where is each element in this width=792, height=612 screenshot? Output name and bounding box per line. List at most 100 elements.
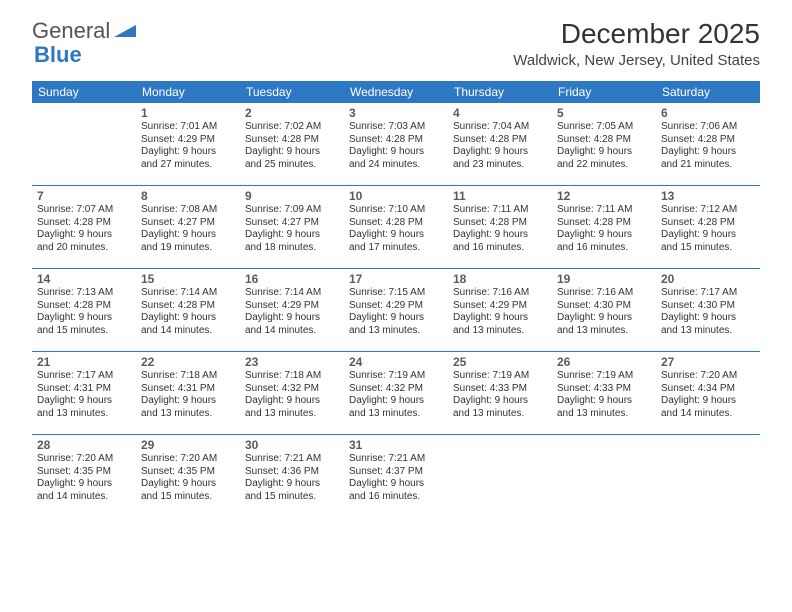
day-cell <box>32 103 136 185</box>
sunrise-text: Sunrise: 7:20 AM <box>141 453 235 466</box>
sunset-text: Sunset: 4:29 PM <box>453 300 547 313</box>
sunrise-text: Sunrise: 7:17 AM <box>37 370 131 383</box>
day-cell: 8Sunrise: 7:08 AMSunset: 4:27 PMDaylight… <box>136 186 240 268</box>
sunset-text: Sunset: 4:36 PM <box>245 466 339 479</box>
sunrise-text: Sunrise: 7:21 AM <box>349 453 443 466</box>
sunset-text: Sunset: 4:33 PM <box>557 383 651 396</box>
day-number: 13 <box>661 189 755 203</box>
sunrise-text: Sunrise: 7:06 AM <box>661 121 755 134</box>
day-cell: 13Sunrise: 7:12 AMSunset: 4:28 PMDayligh… <box>656 186 760 268</box>
day-number: 12 <box>557 189 651 203</box>
day-number: 28 <box>37 438 131 452</box>
daylight-text: Daylight: 9 hours and 27 minutes. <box>141 146 235 171</box>
sunset-text: Sunset: 4:30 PM <box>557 300 651 313</box>
day-header: Friday <box>552 81 656 103</box>
sunset-text: Sunset: 4:29 PM <box>141 134 235 147</box>
week-row: 7Sunrise: 7:07 AMSunset: 4:28 PMDaylight… <box>32 186 760 269</box>
header: General December 2025 Waldwick, New Jers… <box>0 0 792 73</box>
daylight-text: Daylight: 9 hours and 17 minutes. <box>349 229 443 254</box>
sunrise-text: Sunrise: 7:14 AM <box>141 287 235 300</box>
title-block: December 2025 Waldwick, New Jersey, Unit… <box>513 18 760 69</box>
day-number: 31 <box>349 438 443 452</box>
day-cell: 20Sunrise: 7:17 AMSunset: 4:30 PMDayligh… <box>656 269 760 351</box>
day-number: 29 <box>141 438 235 452</box>
day-cell: 24Sunrise: 7:19 AMSunset: 4:32 PMDayligh… <box>344 352 448 434</box>
daylight-text: Daylight: 9 hours and 14 minutes. <box>661 395 755 420</box>
day-header: Saturday <box>656 81 760 103</box>
day-cell: 17Sunrise: 7:15 AMSunset: 4:29 PMDayligh… <box>344 269 448 351</box>
day-cell: 22Sunrise: 7:18 AMSunset: 4:31 PMDayligh… <box>136 352 240 434</box>
logo-text-2: Blue <box>34 42 82 67</box>
day-number: 4 <box>453 106 547 120</box>
daylight-text: Daylight: 9 hours and 13 minutes. <box>349 395 443 420</box>
sunrise-text: Sunrise: 7:07 AM <box>37 204 131 217</box>
sunset-text: Sunset: 4:30 PM <box>661 300 755 313</box>
day-number: 24 <box>349 355 443 369</box>
daylight-text: Daylight: 9 hours and 20 minutes. <box>37 229 131 254</box>
day-number: 26 <box>557 355 651 369</box>
sunset-text: Sunset: 4:35 PM <box>141 466 235 479</box>
daylight-text: Daylight: 9 hours and 14 minutes. <box>37 478 131 503</box>
sunrise-text: Sunrise: 7:18 AM <box>141 370 235 383</box>
day-cell: 18Sunrise: 7:16 AMSunset: 4:29 PMDayligh… <box>448 269 552 351</box>
sunrise-text: Sunrise: 7:03 AM <box>349 121 443 134</box>
daylight-text: Daylight: 9 hours and 13 minutes. <box>141 395 235 420</box>
day-cell: 23Sunrise: 7:18 AMSunset: 4:32 PMDayligh… <box>240 352 344 434</box>
day-number: 20 <box>661 272 755 286</box>
sunrise-text: Sunrise: 7:01 AM <box>141 121 235 134</box>
sunset-text: Sunset: 4:28 PM <box>557 134 651 147</box>
sunrise-text: Sunrise: 7:19 AM <box>557 370 651 383</box>
day-number: 1 <box>141 106 235 120</box>
sunrise-text: Sunrise: 7:13 AM <box>37 287 131 300</box>
sunrise-text: Sunrise: 7:17 AM <box>661 287 755 300</box>
sunrise-text: Sunrise: 7:16 AM <box>453 287 547 300</box>
day-number: 3 <box>349 106 443 120</box>
sunset-text: Sunset: 4:28 PM <box>141 300 235 313</box>
sunrise-text: Sunrise: 7:16 AM <box>557 287 651 300</box>
day-number: 16 <box>245 272 339 286</box>
day-cell: 26Sunrise: 7:19 AMSunset: 4:33 PMDayligh… <box>552 352 656 434</box>
day-cell <box>448 435 552 517</box>
daylight-text: Daylight: 9 hours and 21 minutes. <box>661 146 755 171</box>
day-header: Monday <box>136 81 240 103</box>
day-number: 21 <box>37 355 131 369</box>
sunset-text: Sunset: 4:28 PM <box>349 217 443 230</box>
sunrise-text: Sunrise: 7:18 AM <box>245 370 339 383</box>
sunset-text: Sunset: 4:28 PM <box>557 217 651 230</box>
day-cell <box>552 435 656 517</box>
sunset-text: Sunset: 4:28 PM <box>453 217 547 230</box>
daylight-text: Daylight: 9 hours and 25 minutes. <box>245 146 339 171</box>
sunset-text: Sunset: 4:28 PM <box>37 300 131 313</box>
sunset-text: Sunset: 4:32 PM <box>245 383 339 396</box>
day-number: 15 <box>141 272 235 286</box>
day-cell: 12Sunrise: 7:11 AMSunset: 4:28 PMDayligh… <box>552 186 656 268</box>
day-cell: 10Sunrise: 7:10 AMSunset: 4:28 PMDayligh… <box>344 186 448 268</box>
daylight-text: Daylight: 9 hours and 14 minutes. <box>245 312 339 337</box>
day-number: 14 <box>37 272 131 286</box>
day-cell: 21Sunrise: 7:17 AMSunset: 4:31 PMDayligh… <box>32 352 136 434</box>
logo: General <box>32 18 138 44</box>
day-cell: 28Sunrise: 7:20 AMSunset: 4:35 PMDayligh… <box>32 435 136 517</box>
day-header: Wednesday <box>344 81 448 103</box>
day-cell: 7Sunrise: 7:07 AMSunset: 4:28 PMDaylight… <box>32 186 136 268</box>
day-number: 6 <box>661 106 755 120</box>
day-cell: 14Sunrise: 7:13 AMSunset: 4:28 PMDayligh… <box>32 269 136 351</box>
sunrise-text: Sunrise: 7:19 AM <box>349 370 443 383</box>
day-cell: 1Sunrise: 7:01 AMSunset: 4:29 PMDaylight… <box>136 103 240 185</box>
daylight-text: Daylight: 9 hours and 18 minutes. <box>245 229 339 254</box>
daylight-text: Daylight: 9 hours and 15 minutes. <box>661 229 755 254</box>
day-number: 7 <box>37 189 131 203</box>
day-cell: 5Sunrise: 7:05 AMSunset: 4:28 PMDaylight… <box>552 103 656 185</box>
day-cell: 4Sunrise: 7:04 AMSunset: 4:28 PMDaylight… <box>448 103 552 185</box>
sunset-text: Sunset: 4:27 PM <box>141 217 235 230</box>
triangle-icon <box>114 21 136 42</box>
daylight-text: Daylight: 9 hours and 22 minutes. <box>557 146 651 171</box>
day-number: 19 <box>557 272 651 286</box>
day-header-row: SundayMondayTuesdayWednesdayThursdayFrid… <box>32 81 760 103</box>
location: Waldwick, New Jersey, United States <box>513 52 760 69</box>
sunset-text: Sunset: 4:28 PM <box>245 134 339 147</box>
sunset-text: Sunset: 4:31 PM <box>141 383 235 396</box>
daylight-text: Daylight: 9 hours and 15 minutes. <box>37 312 131 337</box>
day-cell: 15Sunrise: 7:14 AMSunset: 4:28 PMDayligh… <box>136 269 240 351</box>
sunset-text: Sunset: 4:29 PM <box>245 300 339 313</box>
